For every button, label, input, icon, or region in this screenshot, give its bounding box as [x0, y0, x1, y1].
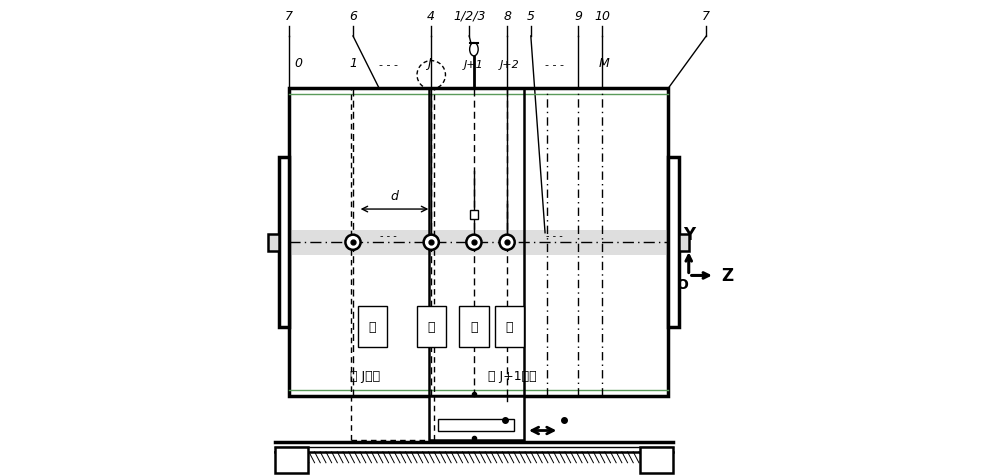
- Bar: [358, 307, 387, 347]
- Bar: [417, 307, 446, 347]
- Text: J: J: [427, 57, 431, 70]
- Text: 1/2/3: 1/2/3: [453, 10, 485, 23]
- Text: 8: 8: [503, 10, 511, 23]
- Bar: [275, 447, 308, 473]
- Text: - - -: - - -: [379, 60, 398, 70]
- Text: 4: 4: [427, 10, 435, 23]
- Bar: [470, 211, 478, 219]
- Text: 左: 左: [369, 320, 376, 333]
- Circle shape: [500, 235, 515, 250]
- Text: 6: 6: [349, 10, 357, 23]
- Text: - - -: - - -: [380, 230, 397, 240]
- Bar: [429, 89, 524, 397]
- Text: 10: 10: [594, 10, 610, 23]
- Text: 中: 中: [470, 320, 478, 333]
- Text: - - -: - - -: [546, 230, 563, 240]
- Bar: [679, 235, 689, 251]
- Bar: [495, 307, 524, 347]
- Bar: [640, 447, 673, 473]
- Text: 1: 1: [349, 57, 357, 70]
- Text: d: d: [391, 189, 398, 202]
- Text: J+1: J+1: [464, 60, 484, 70]
- Bar: [438, 419, 514, 431]
- Circle shape: [424, 235, 439, 250]
- Text: 7: 7: [702, 10, 710, 23]
- Text: 0: 0: [294, 57, 302, 70]
- Text: M: M: [599, 57, 610, 70]
- Circle shape: [466, 235, 482, 250]
- Text: Z: Z: [721, 267, 733, 285]
- Bar: [289, 230, 668, 255]
- Text: - - -: - - -: [545, 60, 564, 70]
- Ellipse shape: [470, 43, 478, 57]
- Text: 第 J测位: 第 J测位: [350, 369, 380, 382]
- Text: 左: 左: [427, 320, 435, 333]
- Bar: [268, 235, 279, 251]
- Text: O: O: [677, 278, 689, 291]
- Text: Y: Y: [683, 226, 695, 244]
- Text: 右: 右: [506, 320, 513, 333]
- Bar: [279, 158, 289, 327]
- Text: 第 J+1测位: 第 J+1测位: [488, 369, 536, 382]
- Bar: [459, 307, 489, 347]
- Bar: [429, 397, 524, 440]
- Bar: [289, 89, 668, 397]
- Text: 7: 7: [285, 10, 293, 23]
- Text: J+2: J+2: [500, 60, 519, 70]
- Text: 5: 5: [527, 10, 535, 23]
- Bar: [668, 158, 679, 327]
- Text: 9: 9: [574, 10, 582, 23]
- Circle shape: [345, 235, 361, 250]
